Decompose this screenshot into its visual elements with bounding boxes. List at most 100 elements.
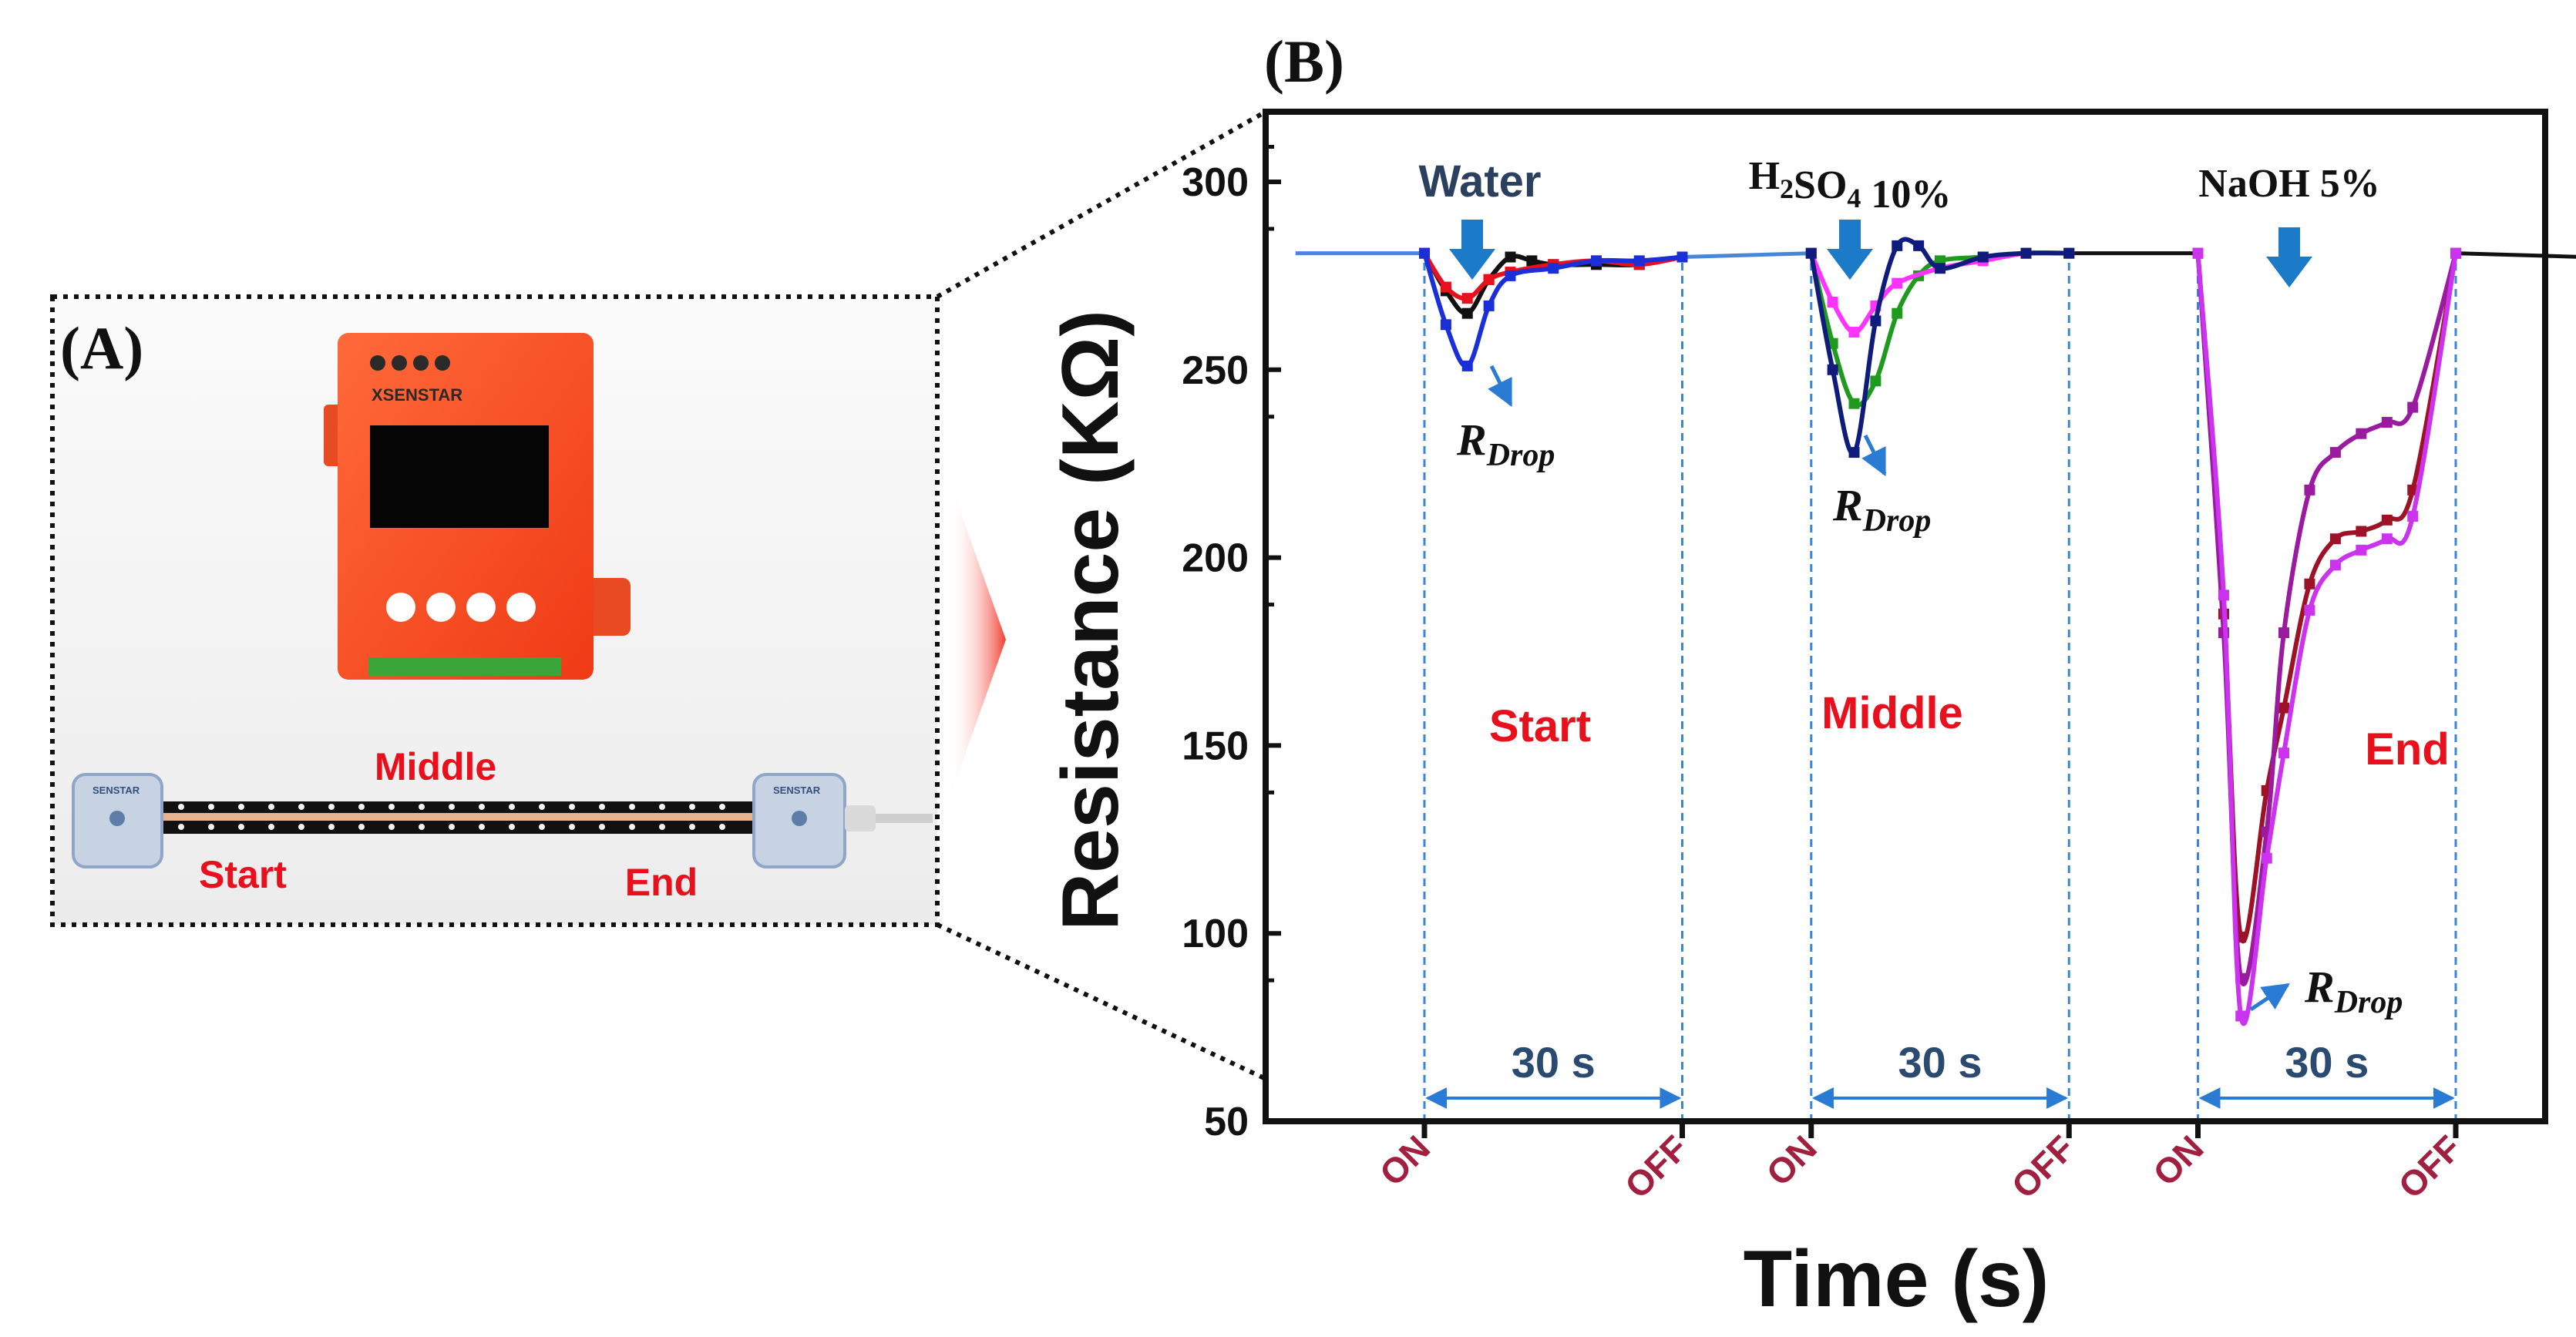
- series-marker: [2381, 533, 2393, 545]
- cable-hole: [238, 824, 244, 830]
- series-marker: [2063, 247, 2075, 259]
- cable-gland: [845, 805, 876, 831]
- device-terminal-block: [368, 657, 561, 676]
- cable-hole: [539, 824, 545, 830]
- series-marker: [2356, 526, 2367, 537]
- location-label: Middle: [1821, 688, 1963, 738]
- plot-frame: [1263, 109, 2548, 1124]
- cable-hole: [689, 824, 695, 830]
- duration-label: 30 s: [1512, 1038, 1596, 1087]
- series-marker: [1848, 398, 1860, 409]
- cable-holes: [178, 804, 725, 830]
- y-tick-label: 50: [1204, 1100, 1249, 1144]
- series-marker: [2278, 747, 2289, 759]
- series-marker: [1440, 319, 1451, 331]
- cable-hole: [599, 804, 605, 810]
- photo-dotted-frame: [50, 294, 940, 927]
- cable-hole: [208, 824, 214, 830]
- series-marker: [2192, 247, 2204, 259]
- series-marker: [2450, 247, 2461, 259]
- series-marker: [2356, 428, 2367, 439]
- series-marker: [1505, 251, 1516, 263]
- cable-hole: [599, 824, 605, 830]
- drop-arrow: [1488, 364, 1513, 408]
- series-line-naoh-darkred: [2195, 253, 2458, 944]
- series-marker: [2304, 484, 2315, 495]
- series-marker: [1935, 263, 1945, 274]
- cable-hole: [358, 824, 365, 830]
- series-marker: [1419, 247, 1430, 259]
- series-marker: [2304, 604, 2315, 616]
- duration-label: 30 s: [2285, 1038, 2369, 1087]
- series-marker: [1827, 364, 1838, 375]
- series-marker: [1805, 247, 1817, 259]
- stimulus-label-h2so4: H2SO4 10%: [1749, 154, 1952, 217]
- series-marker: [2020, 247, 2032, 259]
- series-marker: [1870, 375, 1882, 387]
- series-marker: [2381, 514, 2393, 526]
- cable-hole: [659, 804, 665, 810]
- series-line-baseline-blue-2: [1682, 251, 1811, 260]
- off-label: OFF: [2390, 1127, 2469, 1206]
- device-button: [506, 593, 536, 622]
- cable-hole: [358, 804, 365, 810]
- device-screen: [370, 425, 549, 528]
- zoom-line-top: [936, 109, 1267, 299]
- cable-hole: [629, 804, 635, 810]
- series-marker: [1461, 307, 1473, 319]
- y-tick-label: 200: [1182, 536, 1249, 581]
- drop-label: RDrop: [1832, 480, 1931, 539]
- device-led: [435, 355, 450, 371]
- panel-b-label: (B): [1264, 28, 1344, 95]
- drop-label: RDrop: [1456, 415, 1555, 473]
- series-marker: [1892, 307, 1903, 319]
- cable-hole: [328, 804, 335, 810]
- y-tick-label: 250: [1182, 348, 1249, 393]
- cable-hole: [178, 804, 184, 810]
- device-button: [466, 593, 496, 622]
- y-tick-label: 150: [1182, 724, 1249, 768]
- series-marker: [1848, 447, 1860, 459]
- cable-hole: [388, 824, 395, 830]
- cable-hole: [539, 804, 545, 810]
- cable-hole: [178, 824, 184, 830]
- series-marker: [1461, 360, 1473, 371]
- cable-stripe: [114, 813, 777, 821]
- panel-a: (A) XSENSTAR SENSTAR S: [50, 294, 940, 927]
- controller-device: XSENSTAR: [324, 333, 631, 680]
- cable-hole: [629, 824, 635, 830]
- series-marker: [1591, 255, 1602, 267]
- series-marker: [2261, 852, 2272, 864]
- stimulus-windows: 30 s ON OFF Start 30 s ON OFF Middle 30 s ON OFF En…: [1372, 263, 2469, 1206]
- series-marker: [2278, 627, 2289, 639]
- series-marker: [1676, 251, 1688, 263]
- on-label: ON: [1372, 1127, 1438, 1194]
- series-marker: [2304, 578, 2315, 590]
- cable-hole: [479, 804, 485, 810]
- cable-hole: [659, 824, 665, 830]
- series-marker: [1848, 327, 1860, 338]
- series-marker: [2329, 533, 2341, 545]
- cable-hole: [479, 824, 485, 830]
- connector-screw: [792, 811, 807, 826]
- series-marker: [2407, 510, 2419, 522]
- drop-label: RDrop: [2304, 962, 2403, 1020]
- x-axis-label: Time (s): [1744, 1235, 2050, 1324]
- series-marker: [1505, 270, 1516, 281]
- location-label: End: [2365, 724, 2450, 774]
- series-marker: [1440, 281, 1451, 293]
- series-marker: [1892, 240, 1903, 251]
- cable-hole: [208, 804, 214, 810]
- zoom-line-bottom: [936, 922, 1267, 1081]
- series-marker: [1870, 315, 1882, 327]
- drop-arrow: [2249, 983, 2290, 1012]
- device-mount-tab-right: [584, 578, 631, 636]
- data-series: [1295, 237, 2576, 1026]
- cable-hole: [419, 804, 425, 810]
- on-label: ON: [1758, 1127, 1824, 1194]
- connector-brand: SENSTAR: [92, 784, 140, 796]
- stimulus-arrow-icon: [1827, 220, 1873, 280]
- cable-hole: [298, 824, 304, 830]
- cable-hole: [719, 824, 725, 830]
